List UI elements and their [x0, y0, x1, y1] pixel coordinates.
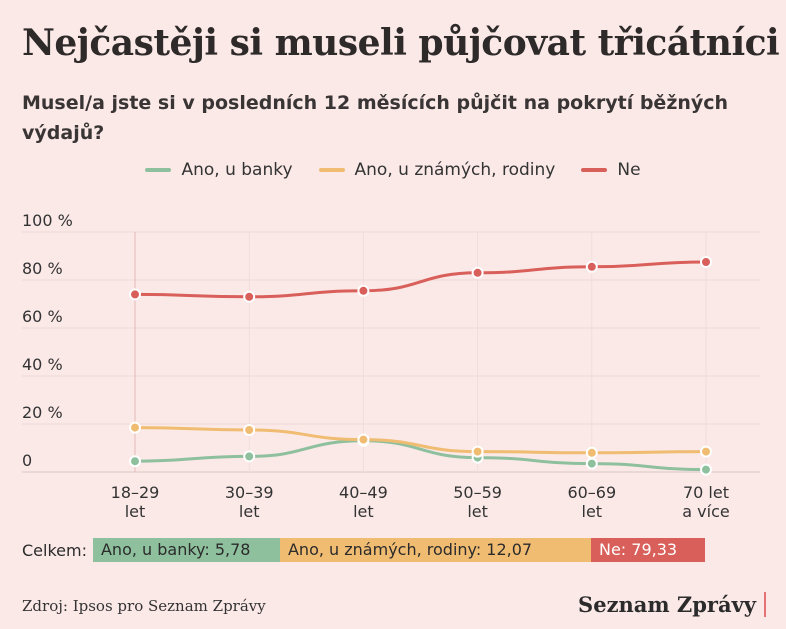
x-tick-label: let: [467, 502, 488, 520]
legend: Ano, u banky Ano, u známých, rodiny Ne: [0, 160, 786, 180]
data-point: [243, 424, 256, 436]
legend-item-no[interactable]: Ne: [581, 160, 641, 180]
data-point: [357, 284, 370, 297]
legend-label-no: Ne: [617, 160, 641, 180]
x-tick-label: let: [582, 502, 603, 520]
legend-swatch-bank: [145, 168, 172, 172]
y-tick-label: 40 %: [22, 355, 63, 374]
data-point: [700, 256, 712, 268]
data-point: [129, 455, 141, 468]
data-point: [243, 450, 256, 463]
series-line-1: [133, 426, 708, 455]
total-no: Ne: 79,33: [590, 538, 705, 562]
data-point: [357, 433, 370, 446]
x-tick-label: 18–29: [111, 483, 160, 502]
total-bank: Ano, u banky: 5,78: [92, 538, 280, 562]
data-point: [129, 288, 141, 301]
chart-subtitle: Musel/a jste si v posledních 12 měsících…: [22, 92, 729, 144]
data-point: [700, 463, 712, 476]
legend-item-bank[interactable]: Ano, u banky: [145, 160, 293, 180]
y-tick-label: 0: [22, 451, 32, 470]
brand-logo: Seznam Zprávy: [578, 592, 766, 617]
x-tick-label: 70 let: [683, 483, 729, 502]
x-tick-label: let: [353, 502, 374, 520]
legend-label-bank: Ano, u banky: [181, 160, 293, 180]
series-line-0: [133, 439, 708, 472]
totals-label: Celkem:: [22, 540, 87, 560]
y-tick-label: 100 %: [22, 211, 73, 230]
y-tick-label: 60 %: [22, 307, 63, 326]
data-point: [585, 260, 598, 273]
series-line-2: [133, 260, 708, 299]
total-family: Ano, u známých, rodiny: 12,07: [279, 538, 591, 562]
x-tick-label: 50–59: [453, 483, 502, 502]
totals-row: Celkem: Ano, u banky: 5,78 Ano, u známýc…: [22, 538, 705, 562]
x-tick-label: a více: [682, 502, 729, 520]
line-chart: 020 %40 %60 %80 %100 %18–29let30–39let40…: [22, 211, 760, 520]
data-point: [243, 290, 256, 303]
data-point: [471, 266, 484, 279]
x-tick-label: let: [125, 502, 146, 520]
x-tick-label: 40–49: [339, 483, 388, 502]
y-tick-label: 80 %: [22, 259, 63, 278]
legend-label-family: Ano, u známých, rodiny: [354, 160, 556, 180]
chart-title: Nejčastěji si museli půjčovat třicátníci: [22, 22, 780, 64]
x-tick-label: 30–39: [225, 483, 274, 502]
data-point: [471, 445, 484, 458]
data-point: [129, 421, 141, 434]
data-point: [700, 445, 712, 458]
legend-item-family[interactable]: Ano, u známých, rodiny: [318, 160, 556, 180]
x-tick-label: 60–69: [567, 483, 616, 502]
source-note: Zdroj: Ipsos pro Seznam Zprávy: [22, 597, 266, 615]
legend-swatch-family: [318, 168, 345, 172]
data-point: [585, 457, 598, 470]
legend-swatch-no: [581, 168, 608, 172]
data-point: [585, 446, 598, 459]
y-tick-label: 20 %: [22, 403, 63, 422]
x-tick-label: let: [239, 502, 260, 520]
